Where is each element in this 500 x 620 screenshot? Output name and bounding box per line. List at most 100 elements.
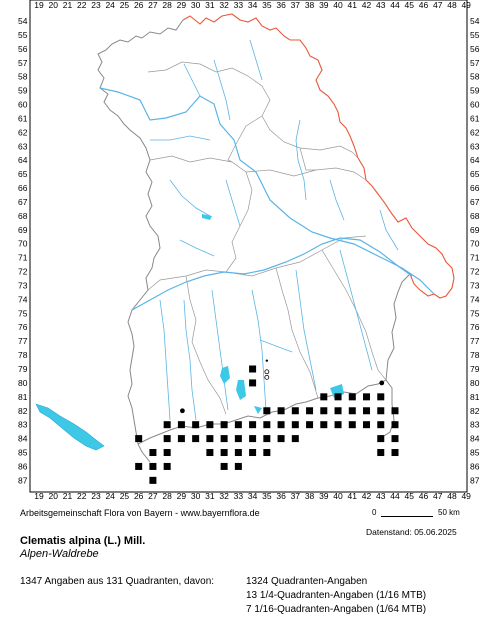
quadrant-record bbox=[320, 393, 328, 401]
quadrant-record bbox=[291, 435, 299, 443]
quadrant-record bbox=[163, 421, 171, 429]
y-tick-label: 59 bbox=[470, 86, 480, 96]
y-tick-label: 54 bbox=[470, 16, 480, 26]
x-tick-label: 48 bbox=[447, 0, 457, 10]
quadrant-record bbox=[263, 449, 271, 457]
quadrant-record bbox=[363, 421, 371, 429]
bavaria-outer-border bbox=[182, 13, 455, 299]
breakdown-quadrant: 1324 Quadranten-Angaben bbox=[246, 576, 368, 587]
y-tick-label: 67 bbox=[470, 197, 480, 207]
quadrant-record bbox=[249, 421, 257, 429]
quadrant-record bbox=[263, 407, 271, 415]
y-tick-label: 69 bbox=[470, 225, 480, 235]
quadrant-record bbox=[220, 449, 228, 457]
x-tick-label: 23 bbox=[91, 491, 101, 501]
y-tick-label: 79 bbox=[470, 364, 480, 374]
y-tick-label: 61 bbox=[470, 113, 480, 123]
quadrant-record bbox=[220, 421, 228, 429]
x-tick-label: 42 bbox=[362, 0, 372, 10]
x-tick-label: 30 bbox=[191, 0, 201, 10]
y-tick-label: 87 bbox=[470, 475, 480, 485]
x-tick-label: 20 bbox=[49, 0, 59, 10]
quadrant-record bbox=[135, 435, 143, 443]
y-tick-label: 79 bbox=[18, 364, 28, 374]
bavaria-west-border bbox=[97, 19, 184, 463]
x-tick-label: 25 bbox=[120, 491, 130, 501]
y-tick-label: 68 bbox=[470, 211, 480, 221]
y-tick-label: 64 bbox=[470, 155, 480, 165]
east-border bbox=[385, 273, 411, 381]
y-tick-label: 86 bbox=[470, 461, 480, 471]
y-tick-label: 74 bbox=[18, 294, 28, 304]
sub-quadrant-record bbox=[379, 380, 385, 386]
y-tick-label: 62 bbox=[470, 127, 480, 137]
sub-quadrant-record bbox=[251, 380, 256, 386]
x-tick-label: 31 bbox=[205, 491, 215, 501]
quadrant-record bbox=[206, 435, 214, 443]
y-tick-label: 55 bbox=[18, 30, 28, 40]
y-tick-label: 80 bbox=[470, 378, 480, 388]
y-tick-label: 66 bbox=[18, 183, 28, 193]
data-date: Datenstand: 05.06.2025 bbox=[366, 527, 457, 537]
x-tick-label: 24 bbox=[105, 0, 115, 10]
y-tick-label: 81 bbox=[18, 392, 28, 402]
y-tick-label: 55 bbox=[470, 30, 480, 40]
y-tick-label: 70 bbox=[470, 239, 480, 249]
quadrant-record bbox=[291, 407, 299, 415]
distribution-map: 19 20 21 22 23 24 25 26 27 28 29 30 31 32 33 34 35 36 37 38… bbox=[18, 0, 480, 501]
record-summary: 1347 Angaben aus 131 Quadranten, davon: bbox=[20, 576, 215, 587]
sub-quadrant-record bbox=[379, 394, 385, 400]
x-tick-label: 26 bbox=[134, 491, 144, 501]
quadrant-record bbox=[234, 435, 242, 443]
y-tick-label: 71 bbox=[18, 253, 28, 263]
y-tick-label: 57 bbox=[18, 58, 28, 68]
x-axis-bottom: 19 20 21 22 23 24 25 26 27 28 29 30 31 32 33 34 35 36 37 38… bbox=[34, 491, 471, 501]
y-tick-label: 77 bbox=[470, 336, 480, 346]
quadrant-record bbox=[149, 476, 157, 484]
quadrant-record bbox=[206, 421, 214, 429]
y-tick-label: 59 bbox=[18, 86, 28, 96]
x-tick-label: 27 bbox=[148, 0, 158, 10]
quadrant-record bbox=[277, 435, 285, 443]
x-tick-label: 45 bbox=[405, 0, 415, 10]
x-tick-label: 33 bbox=[234, 491, 244, 501]
y-tick-label: 75 bbox=[18, 308, 28, 318]
lake-bodensee bbox=[35, 403, 105, 451]
x-tick-label: 38 bbox=[305, 491, 315, 501]
quadrant-record bbox=[391, 407, 399, 415]
y-axis-right: 54 55 56 57 58 59 60 61 62 63 64 65 66 67 68 69 70 71 72 73… bbox=[470, 16, 480, 485]
credit-line: Arbeitsgemeinschaft Flora von Bayern - w… bbox=[20, 508, 260, 518]
y-tick-label: 82 bbox=[470, 406, 480, 416]
lake-ammersee bbox=[220, 366, 230, 384]
x-tick-label: 35 bbox=[262, 0, 272, 10]
quadrant-record bbox=[206, 449, 214, 457]
y-tick-label: 63 bbox=[470, 141, 480, 151]
sub-quadrant-record bbox=[365, 394, 370, 400]
x-tick-label: 36 bbox=[276, 491, 286, 501]
y-tick-label: 54 bbox=[18, 16, 28, 26]
x-tick-label: 29 bbox=[177, 0, 187, 10]
quadrant-record bbox=[249, 435, 257, 443]
x-tick-label: 34 bbox=[248, 0, 258, 10]
y-tick-label: 84 bbox=[18, 434, 28, 444]
x-tick-label: 47 bbox=[433, 491, 443, 501]
lake-small-2 bbox=[254, 406, 262, 414]
y-tick-label: 65 bbox=[18, 169, 28, 179]
quadrant-record bbox=[263, 435, 271, 443]
x-tick-label: 19 bbox=[34, 491, 44, 501]
quadrant-record bbox=[306, 407, 314, 415]
river-danube bbox=[131, 237, 413, 311]
quadrant-record bbox=[263, 421, 271, 429]
quadrant-record bbox=[306, 421, 314, 429]
y-tick-label: 81 bbox=[470, 392, 480, 402]
x-tick-label: 22 bbox=[77, 0, 87, 10]
quadrant-record bbox=[249, 449, 257, 457]
uncertain-record bbox=[264, 369, 270, 375]
x-tick-label: 48 bbox=[447, 491, 457, 501]
x-tick-label: 26 bbox=[134, 0, 144, 10]
y-tick-label: 63 bbox=[18, 141, 28, 151]
quadrant-record bbox=[391, 449, 399, 457]
x-tick-label: 22 bbox=[77, 491, 87, 501]
x-tick-label: 34 bbox=[248, 491, 258, 501]
y-tick-label: 56 bbox=[470, 44, 480, 54]
